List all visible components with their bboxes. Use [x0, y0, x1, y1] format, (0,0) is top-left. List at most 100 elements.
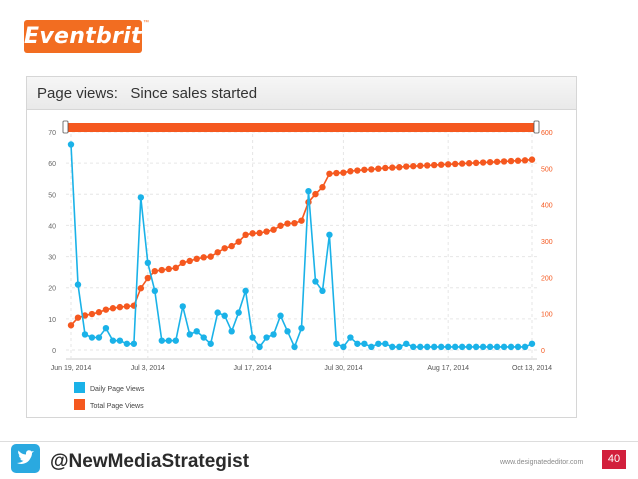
- y-left-tick-label: 60: [48, 161, 56, 168]
- daily-page-views-point: [319, 287, 326, 295]
- total-page-views-point: [172, 264, 179, 272]
- total-page-views-point: [479, 159, 487, 166]
- twitter-icon: [11, 444, 40, 473]
- x-tick-label: Jun 19, 2014: [51, 365, 92, 372]
- daily-page-views-point: [298, 325, 305, 332]
- daily-page-views-point: [109, 337, 117, 344]
- total-page-views-line: [70, 158, 533, 326]
- panel-header: Page views: Since sales started: [27, 77, 576, 110]
- daily-page-views-point: [354, 340, 361, 347]
- daily-page-views-point: [214, 309, 221, 316]
- daily-page-views-point: [347, 334, 354, 341]
- daily-page-views-point: [95, 334, 103, 341]
- total-page-views-point: [207, 253, 214, 260]
- daily-page-views-point: [256, 343, 263, 351]
- daily-page-views-point: [424, 343, 431, 351]
- daily-page-views-point: [235, 309, 242, 316]
- total-page-views-point: [500, 158, 508, 165]
- daily-page-views-point: [507, 343, 515, 351]
- total-page-views-point: [528, 156, 536, 163]
- daily-page-views-point: [312, 278, 319, 285]
- daily-page-views-line: [70, 144, 533, 350]
- daily-page-views-point: [277, 312, 284, 319]
- daily-page-views-point: [207, 340, 214, 347]
- total-page-views-point: [361, 166, 368, 173]
- total-page-views-point: [431, 161, 438, 169]
- legend-label-daily: Daily Page Views: [90, 386, 145, 393]
- total-page-views-point: [403, 163, 410, 170]
- y-right-tick-label: 100: [541, 312, 553, 319]
- y-right-tick-label: 600: [541, 130, 553, 137]
- page-views-panel: Page views: Since sales started: [26, 76, 577, 418]
- daily-page-views-point: [137, 194, 145, 201]
- y-left-tick-label: 0: [52, 348, 56, 355]
- y-left-tick-label: 20: [48, 286, 56, 293]
- footer-divider: [0, 441, 638, 442]
- daily-page-views-point: [158, 337, 166, 344]
- daily-page-views-point: [291, 343, 298, 351]
- daily-page-views-point: [228, 328, 235, 335]
- page-number-badge: 40: [602, 450, 626, 469]
- daily-page-views-point: [500, 343, 508, 351]
- total-page-views-point: [312, 190, 319, 198]
- total-page-views-point: [158, 266, 166, 274]
- y-right-tick-label: 200: [541, 275, 553, 282]
- daily-page-views-point: [410, 343, 417, 351]
- total-page-views-point: [319, 184, 326, 191]
- total-page-views-point: [486, 158, 494, 166]
- daily-page-views-point: [333, 340, 340, 347]
- daily-page-views-point: [116, 337, 124, 344]
- website-url[interactable]: www.designatededitor.com: [500, 459, 584, 466]
- total-page-views-point: [200, 254, 207, 261]
- range-selector: [62, 120, 540, 134]
- daily-page-views-point: [284, 328, 291, 335]
- total-page-views-point: [298, 217, 305, 224]
- y-right-tick-label: 500: [541, 166, 553, 173]
- daily-page-views-point: [102, 325, 110, 332]
- total-page-views-point: [493, 158, 501, 165]
- y-right-tick-label: 0: [541, 348, 545, 355]
- range-handle-left: [62, 120, 69, 134]
- daily-page-views-point: [186, 331, 193, 338]
- total-page-views-point: [521, 157, 529, 164]
- total-page-views-point: [151, 267, 159, 275]
- total-page-views-point: [389, 164, 396, 171]
- daily-page-views-point: [486, 343, 494, 351]
- total-page-views-point: [123, 303, 131, 310]
- daily-page-views-point: [144, 259, 152, 266]
- total-page-views-point: [410, 162, 417, 170]
- total-page-views-point: [137, 285, 145, 292]
- total-page-views-point: [451, 160, 459, 168]
- daily-page-views-point: [130, 340, 138, 347]
- total-page-views-point: [263, 228, 270, 235]
- daily-page-views-point: [375, 340, 382, 347]
- total-page-views-point: [235, 238, 242, 245]
- y-axis-right: 0 100 200 300 400 500 600: [541, 130, 553, 355]
- daily-page-views-point: [88, 334, 96, 341]
- total-page-views-point: [144, 274, 152, 282]
- daily-page-views-point: [340, 343, 347, 351]
- daily-page-views-point: [326, 231, 333, 238]
- daily-page-views-series: [67, 141, 536, 351]
- daily-page-views-point: [514, 343, 522, 351]
- total-page-views-point: [326, 170, 333, 177]
- daily-page-views-point: [361, 340, 368, 347]
- daily-page-views-point: [172, 337, 179, 344]
- daily-page-views-point: [528, 340, 536, 347]
- legend-swatch-total: [74, 399, 85, 410]
- daily-page-views-point: [200, 334, 207, 341]
- daily-page-views-point: [305, 187, 312, 195]
- total-page-views-point: [458, 160, 466, 167]
- total-page-views-point: [88, 310, 96, 318]
- y-right-tick-label: 400: [541, 203, 553, 210]
- legend-swatch-daily: [74, 382, 85, 393]
- total-page-views-point: [284, 220, 291, 227]
- range-handle-right: [533, 120, 540, 134]
- total-page-views-point: [382, 164, 389, 172]
- y-left-tick-label: 70: [48, 130, 56, 137]
- total-page-views-point: [417, 162, 424, 169]
- daily-page-views-point: [74, 281, 82, 288]
- total-page-views-point: [507, 157, 515, 165]
- total-page-views-point: [333, 169, 340, 177]
